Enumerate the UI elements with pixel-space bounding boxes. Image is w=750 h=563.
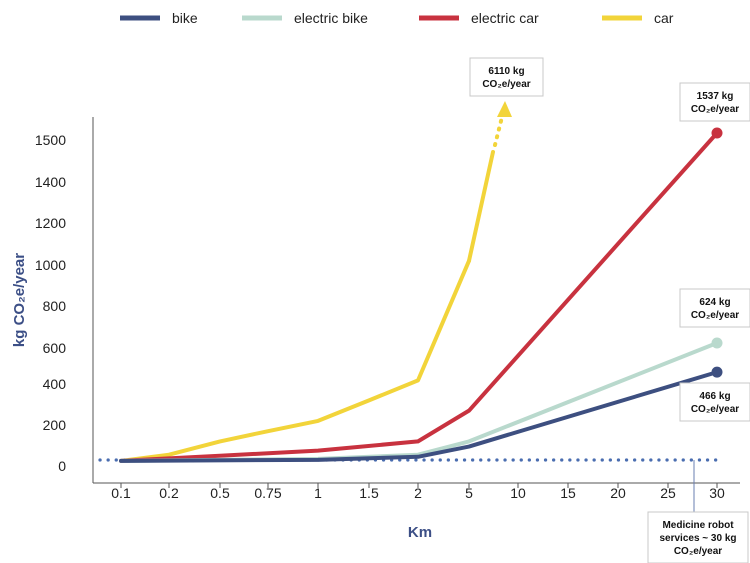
annotation-text-reference: CO₂e/year: [674, 546, 722, 557]
annotation-text-electric-bike: CO₂e/year: [691, 310, 739, 321]
annotation-box-reference: [647, 511, 749, 563]
y-axis-ticks: 0 200 400 600 800 1000 1200 1400 1500: [35, 132, 66, 474]
legend: bike electric bike electric car car: [120, 10, 674, 26]
x-tick-label: 0.1: [111, 485, 131, 501]
series-line-car: [119, 258, 471, 463]
x-tick-label: 20: [610, 485, 626, 501]
series-line-bike: [119, 370, 719, 463]
annotation-text-bike: CO₂e/year: [691, 404, 739, 415]
x-tick-label: 1.5: [359, 485, 379, 501]
car-continuation-solid: [467, 150, 495, 263]
car-continuation-dotted: [493, 115, 504, 147]
annotation-box-bike: [679, 382, 750, 422]
x-tick-label: 0.5: [210, 485, 230, 501]
x-tick-label: 0.75: [254, 485, 281, 501]
reference-line-group: [98, 458, 722, 512]
series-group: [119, 101, 723, 463]
x-tick-label: 15: [560, 485, 576, 501]
car-arrowhead: [497, 101, 512, 117]
legend-label-electric-car: electric car: [471, 10, 539, 26]
legend-label-car: car: [654, 10, 674, 26]
x-tick-label: 5: [465, 485, 473, 501]
y-tick-label: 1400: [35, 174, 66, 190]
y-tick-label: 1200: [35, 215, 66, 231]
x-tick-label: 30: [709, 485, 725, 501]
x-axis-ticks: 0.1 0.2 0.5 0.75 1 1.5 2 5 10 15 20 25 30: [111, 483, 725, 501]
x-tick-label: 2: [414, 485, 422, 501]
y-tick-label: 400: [43, 376, 67, 392]
x-axis-title: Km: [408, 524, 432, 541]
annotation-box-electric-bike: [679, 288, 750, 328]
series-end-marker-electric-car: [711, 127, 723, 139]
annotation-box-electric-car: [679, 82, 750, 122]
annotations: 6110 kg CO₂e/year 1537 kg CO₂e/year 624 kg CO…: [469, 57, 750, 563]
annotation-text-reference: services ~ 30 kg: [659, 533, 736, 544]
y-tick-label: 0: [58, 458, 66, 474]
series-end-marker-electric-bike: [711, 337, 723, 349]
y-tick-label: 800: [43, 298, 67, 314]
annotation-text-electric-car: CO₂e/year: [691, 104, 739, 115]
y-tick-label: 1500: [35, 132, 66, 148]
x-tick-label: 25: [660, 485, 676, 501]
annotation-text-car: CO₂e/year: [482, 79, 530, 90]
annotation-text-bike: 466 kg: [699, 391, 730, 402]
x-tick-label: 0.2: [159, 485, 179, 501]
annotation-text-electric-car: 1537 kg: [697, 91, 734, 102]
y-tick-label: 200: [43, 417, 67, 433]
x-tick-label: 10: [510, 485, 526, 501]
legend-label-bike: bike: [172, 10, 198, 26]
annotation-text-electric-bike: 624 kg: [699, 297, 730, 308]
legend-label-electric-bike: electric bike: [294, 10, 368, 26]
series-line-electric-car: [119, 131, 719, 463]
x-tick-label: 1: [314, 485, 322, 501]
annotation-text-car: 6110 kg: [488, 66, 524, 77]
annotation-box-car: [469, 57, 544, 97]
y-axis-title: kg CO₂e/year: [11, 253, 28, 347]
y-tick-label: 600: [43, 340, 67, 356]
series-end-marker-bike: [711, 366, 723, 378]
annotation-text-reference: Medicine robot: [662, 520, 734, 531]
y-tick-label: 1000: [35, 257, 66, 273]
